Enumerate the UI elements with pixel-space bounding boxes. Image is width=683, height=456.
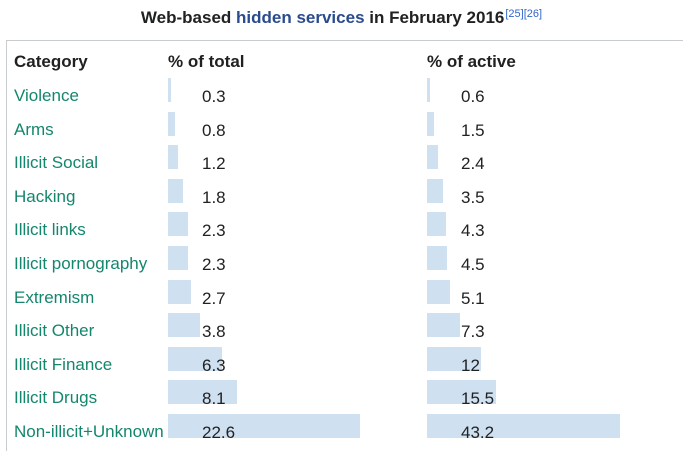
percent-of-total-value: 2.7 <box>202 288 226 308</box>
table-row: Illicit Social 1.2 2.4 <box>0 145 683 187</box>
category-link[interactable]: Illicit Social <box>14 153 99 173</box>
category-link[interactable]: Non-illicit+Unknown <box>14 422 164 441</box>
category-link[interactable]: Hacking <box>14 186 76 206</box>
percent-of-active-value: 0.6 <box>461 87 485 106</box>
percent-of-total-bar <box>168 346 222 371</box>
table-row: Extremism 2.7 5.1 <box>0 279 683 322</box>
percent-of-active-bar <box>427 279 450 304</box>
category-link[interactable]: Illicit Drugs <box>14 388 98 408</box>
table-row: Non-illicit+Unknown 22.6 43.2 <box>0 414 683 456</box>
percent-of-total-value: 6.3 <box>202 355 226 375</box>
table-caption: Web-based hidden services in February 20… <box>0 8 683 28</box>
data-table <box>6 40 683 451</box>
percent-of-active-value: 4.3 <box>461 221 485 241</box>
percent-of-active-bar <box>427 111 434 136</box>
percent-of-total-value: 1.2 <box>202 154 226 174</box>
percent-of-total-bar <box>168 212 188 237</box>
percent-of-active-value: 1.5 <box>461 120 485 140</box>
table-row: Illicit pornography 2.3 4.5 <box>0 246 683 288</box>
table-row: Illicit Drugs 8.1 15.5 <box>0 380 683 422</box>
percent-of-total-value: 3.8 <box>202 322 226 342</box>
percent-of-active-value: 4.5 <box>461 255 485 274</box>
category-link[interactable]: Violence <box>14 86 79 105</box>
percent-of-active-value: 43.2 <box>461 423 495 442</box>
percent-of-total-bar <box>168 111 175 136</box>
percent-of-total-bar <box>168 313 201 338</box>
percent-of-total-bar <box>168 414 360 438</box>
percent-of-total-bar <box>168 380 237 405</box>
table-row: Illicit Other 3.8 7.3 <box>0 313 683 355</box>
table-row: Violence 0.3 0.6 <box>0 78 683 120</box>
percent-of-total-bar <box>168 279 191 304</box>
percent-of-total-value: 0.3 <box>202 87 226 106</box>
percent-of-total-value: 8.1 <box>202 389 226 409</box>
percent-of-total-value: 22.6 <box>202 423 236 442</box>
percent-of-active-bar <box>427 145 438 170</box>
percent-of-active-value: 3.5 <box>461 187 485 207</box>
page: Web-based hidden services in February 20… <box>0 8 683 451</box>
percent-of-active-bar <box>427 414 620 438</box>
percent-of-active-value: 7.3 <box>461 322 485 342</box>
category-link[interactable]: Illicit links <box>14 220 86 240</box>
percent-of-active-bar <box>427 313 460 338</box>
header-percent-of-total: % of total <box>168 52 245 71</box>
percent-of-active-bar <box>427 212 447 237</box>
percent-of-total-value: 2.3 <box>202 221 226 241</box>
caption-prefix: Web-based <box>140 8 237 27</box>
percent-of-active-bar <box>427 78 430 102</box>
hidden-services-link[interactable]: hidden services <box>236 8 365 27</box>
percent-of-total-value: 0.8 <box>202 120 226 140</box>
category-link[interactable]: Arms <box>14 119 54 139</box>
percent-of-total-bar <box>168 145 179 170</box>
percent-of-active-bar <box>427 246 448 270</box>
caption-suffix: in February 2016 <box>364 8 505 27</box>
category-link[interactable]: Illicit Other <box>14 321 95 341</box>
category-link[interactable]: Illicit Finance <box>14 354 113 374</box>
header-percent-of-active: % of active <box>427 52 516 71</box>
percent-of-active-value: 15.5 <box>461 389 495 409</box>
percent-of-total-bar <box>168 178 184 203</box>
reference-links[interactable]: [25][26] <box>505 8 543 20</box>
percent-of-total-bar <box>168 246 188 270</box>
category-link[interactable]: Extremism <box>14 287 95 307</box>
percent-of-active-bar <box>427 178 443 203</box>
percent-of-active-value: 5.1 <box>461 288 485 308</box>
table-row: Illicit links 2.3 4.3 <box>0 212 683 254</box>
table-row: Hacking 1.8 3.5 <box>0 178 683 221</box>
percent-of-total-bar <box>168 78 171 102</box>
percent-of-active-value: 12 <box>461 355 480 375</box>
percent-of-total-value: 2.3 <box>202 255 226 274</box>
category-link[interactable]: Illicit pornography <box>14 254 148 273</box>
percent-of-active-bar <box>427 380 497 405</box>
table-row: Arms 0.8 1.5 <box>0 111 683 154</box>
table-row: Illicit Finance 6.3 12 <box>0 346 683 389</box>
percent-of-active-bar <box>427 346 481 371</box>
header-category: Category <box>14 52 88 71</box>
percent-of-total-value: 1.8 <box>202 187 226 207</box>
percent-of-active-value: 2.4 <box>461 154 485 174</box>
